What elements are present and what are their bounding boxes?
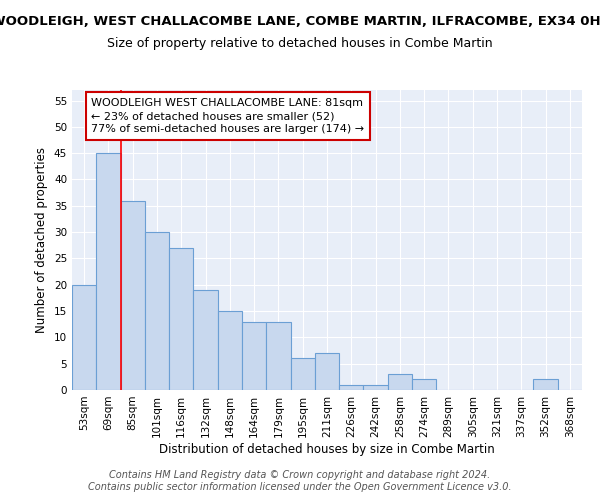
Bar	[72, 284, 96, 390]
Bar	[266, 322, 290, 390]
Bar	[169, 248, 193, 390]
Bar	[290, 358, 315, 390]
Bar	[315, 353, 339, 390]
Text: Contains public sector information licensed under the Open Government Licence v3: Contains public sector information licen…	[88, 482, 512, 492]
Bar	[412, 380, 436, 390]
Bar	[533, 380, 558, 390]
Bar	[339, 384, 364, 390]
Text: WOODLEIGH WEST CHALLACOMBE LANE: 81sqm
← 23% of detached houses are smaller (52): WOODLEIGH WEST CHALLACOMBE LANE: 81sqm ←…	[91, 98, 365, 134]
Y-axis label: Number of detached properties: Number of detached properties	[35, 147, 49, 333]
Bar	[364, 384, 388, 390]
Bar	[96, 153, 121, 390]
Text: Size of property relative to detached houses in Combe Martin: Size of property relative to detached ho…	[107, 38, 493, 51]
Bar	[388, 374, 412, 390]
Bar	[193, 290, 218, 390]
Bar	[121, 200, 145, 390]
Bar	[218, 311, 242, 390]
Bar	[242, 322, 266, 390]
Text: Contains HM Land Registry data © Crown copyright and database right 2024.: Contains HM Land Registry data © Crown c…	[109, 470, 491, 480]
Text: WOODLEIGH, WEST CHALLACOMBE LANE, COMBE MARTIN, ILFRACOMBE, EX34 0HF: WOODLEIGH, WEST CHALLACOMBE LANE, COMBE …	[0, 15, 600, 28]
Bar	[145, 232, 169, 390]
X-axis label: Distribution of detached houses by size in Combe Martin: Distribution of detached houses by size …	[159, 442, 495, 456]
